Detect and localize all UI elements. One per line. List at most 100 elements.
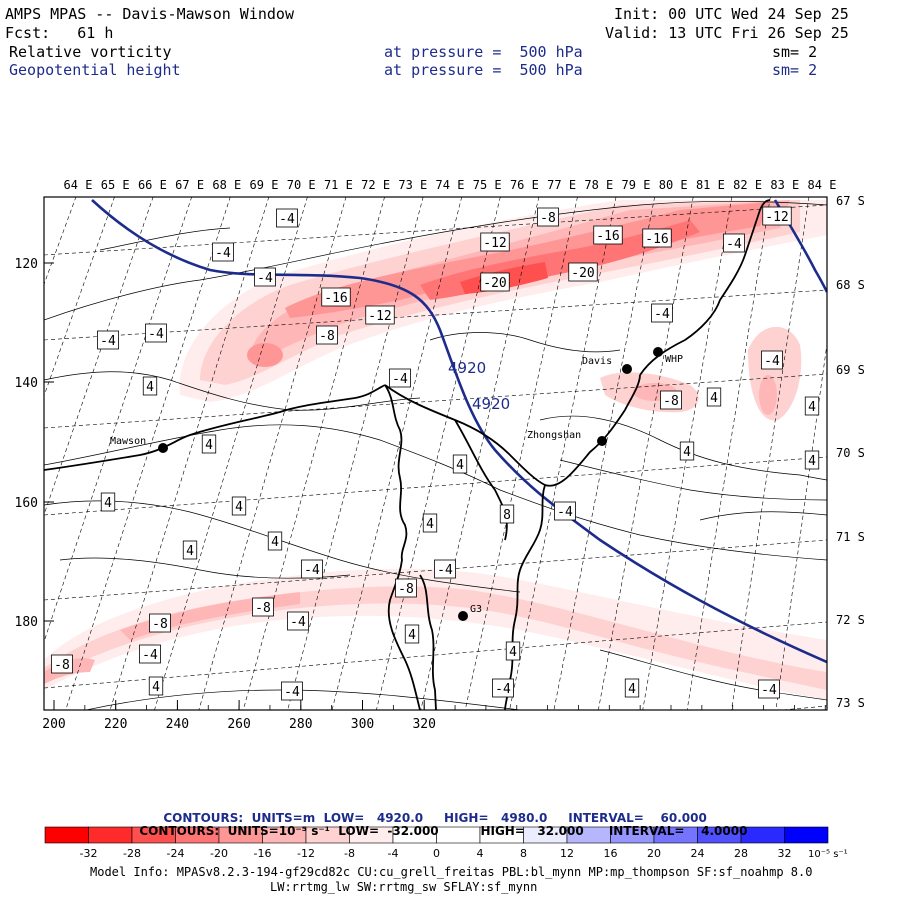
y-tick-label: 180 [15, 615, 38, 630]
forecast-hour: Fcst: 61 h [5, 24, 114, 42]
legend-height-units: UNITS=m [251, 811, 316, 825]
vort-label: -20 [480, 272, 510, 292]
svg-text:4: 4 [104, 496, 112, 511]
vort-label: 4 [267, 531, 283, 551]
svg-text:-4: -4 [437, 563, 453, 578]
latitude-lines [44, 204, 827, 710]
legend-tick-label: -24 [167, 847, 185, 860]
vort-label: 4 [706, 387, 722, 407]
svg-text:4: 4 [146, 380, 154, 395]
svg-text:-4: -4 [557, 505, 573, 520]
svg-text:8: 8 [503, 508, 511, 523]
svg-text:-8: -8 [152, 617, 168, 632]
init-time: Init: 00 UTC Wed 24 Sep 25 [614, 5, 849, 23]
top-lon-label: 66 E [138, 178, 167, 192]
legend-vort-high: HIGH= 32.000 [480, 824, 584, 838]
right-lat-label: 67 S [836, 194, 865, 208]
vort-label: -8 [51, 654, 73, 674]
svg-text:-4: -4 [726, 237, 742, 252]
svg-text:4: 4 [271, 535, 279, 550]
top-lon-label: 65 E [101, 178, 130, 192]
svg-text:-4: -4 [495, 682, 511, 697]
vort-label: -12 [480, 232, 510, 252]
model-info-line2: LW:rrtmg_lw SW:rrtmg_sw SFLAY:sf_mynn [270, 880, 538, 894]
vort-label: 4 [804, 450, 820, 470]
top-lon-label: 76 E [510, 178, 539, 192]
top-lon-label: 71 E [324, 178, 353, 192]
svg-text:4: 4 [628, 682, 636, 697]
vort-label: -4 [212, 242, 234, 262]
legend-tick-label: 16 [604, 847, 618, 860]
svg-text:-12: -12 [368, 309, 391, 324]
legend-tick-label: -16 [254, 847, 272, 860]
svg-text:-4: -4 [279, 212, 295, 227]
svg-text:-4: -4 [142, 648, 158, 663]
top-lon-label: 68 E [212, 178, 241, 192]
legend-bin [44, 826, 89, 844]
field1-smooth: sm= 2 [772, 43, 818, 61]
legend-vort-interval: INTERVAL= 4.0000 [608, 824, 748, 838]
vort-label: 4 [679, 441, 695, 461]
svg-text:-4: -4 [764, 354, 780, 369]
legend-tick-label: 0 [433, 847, 440, 860]
station-label-zhongshan: Zhongshan [527, 430, 581, 441]
vort-label: 4 [452, 454, 468, 474]
svg-text:-4: -4 [215, 246, 231, 261]
top-lon-label: 79 E [622, 178, 651, 192]
svg-text:-8: -8 [540, 211, 556, 226]
legend-vort-line: CONTOURS: UNITS=10⁻⁵ s⁻¹ LOW= -32.000 HI… [131, 810, 747, 838]
legend-vort-low: LOW= -32.000 [338, 824, 439, 838]
legend-height-interval: INTERVAL= 60.000 [568, 811, 707, 825]
svg-text:-16: -16 [324, 291, 347, 306]
svg-text:-20: -20 [483, 276, 506, 291]
legend-bin [88, 826, 133, 844]
right-lat-label: 72 S [836, 613, 865, 627]
svg-text:-4: -4 [148, 327, 164, 342]
stations [158, 347, 663, 621]
y-tick-label: 120 [15, 257, 38, 272]
legend-vort-label: CONTOURS: [139, 824, 220, 838]
vort-label: 4 [624, 678, 640, 698]
field2-level: at pressure = 500 hPa [384, 61, 583, 79]
vort-label: -8 [537, 207, 559, 227]
vort-label: 4 [100, 492, 116, 512]
top-lon-label: 72 E [361, 178, 390, 192]
field2-name: Geopotential height [9, 61, 181, 79]
vort-label: -4 [434, 559, 456, 579]
vort-label: 4 [505, 641, 521, 661]
svg-text:-4: -4 [761, 683, 777, 698]
axes: 64 E 65 E 66 E 67 E 68 E 69 E 70 E 71 E 72 E 73 E… [15, 178, 865, 732]
svg-text:-4: -4 [100, 334, 116, 349]
top-lon-label: 70 E [287, 178, 316, 192]
svg-text:-4: -4 [392, 372, 408, 387]
right-lat-label: 69 S [836, 363, 865, 377]
legend-tick-label: -4 [388, 847, 399, 860]
vort-label: -12 [762, 206, 792, 226]
vort-label: -16 [593, 225, 623, 245]
vort-label: -4 [651, 303, 673, 323]
vort-label: 4 [422, 513, 438, 533]
station-label-g3: G3 [470, 604, 482, 615]
field1-name: Relative vorticity [9, 43, 172, 61]
svg-text:4: 4 [205, 438, 213, 453]
legend-unit: 10⁻⁵ s⁻¹ [808, 849, 848, 860]
legend-bin [784, 826, 829, 844]
svg-text:-4: -4 [654, 307, 670, 322]
svg-text:-8: -8 [319, 329, 335, 344]
vort-label: -4 [492, 678, 514, 698]
svg-text:-4: -4 [257, 271, 273, 286]
vort-label: -4 [554, 501, 576, 521]
top-lon-label: 73 E [398, 178, 427, 192]
vort-label: -4 [389, 368, 411, 388]
plot-title: AMPS MPAS -- Davis-Mawson Window [5, 5, 294, 23]
svg-text:-12: -12 [765, 210, 788, 225]
height-label-2: 4920 [472, 395, 510, 413]
station-marker-zhongshan [597, 436, 607, 446]
vort-label: -8 [316, 325, 338, 345]
svg-text:4: 4 [710, 391, 718, 406]
legend-tick-label: -32 [80, 847, 98, 860]
x-tick-label: 300 [351, 717, 374, 732]
model-info-line1: Model Info: MPASv8.2.3-194-gf29cd82c CU:… [90, 865, 813, 879]
legend-tick-label: -20 [210, 847, 228, 860]
vort-label: 8 [499, 504, 515, 524]
